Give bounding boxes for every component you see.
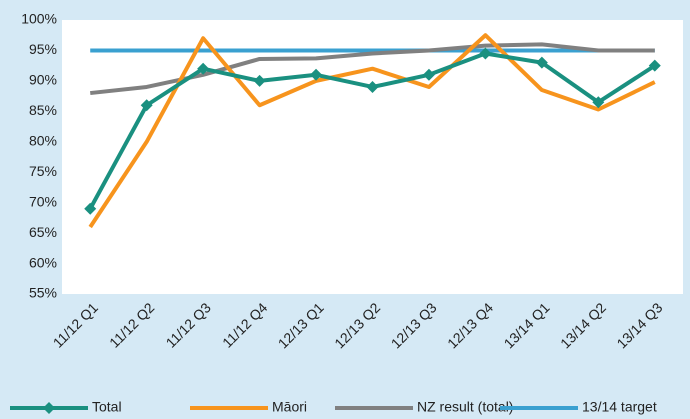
legend-marker [43, 402, 55, 414]
y-tick-label: 70% [29, 193, 57, 209]
marker [592, 96, 605, 109]
y-tick-label: 65% [29, 224, 57, 240]
legend-label: Māori [272, 399, 307, 415]
marker [479, 47, 492, 60]
y-tick-label: 100% [21, 11, 57, 27]
series-line [88, 33, 656, 229]
marker [366, 80, 379, 93]
y-tick-label: 60% [29, 254, 57, 270]
y-tick-label: 80% [29, 132, 57, 148]
y-tick-label: 95% [29, 41, 57, 57]
y-tick-label: 90% [29, 72, 57, 88]
marker [253, 74, 266, 87]
marker [535, 56, 548, 69]
legend-label: 13/14 target [582, 399, 657, 415]
y-tick-label: 75% [29, 163, 57, 179]
marker [84, 202, 97, 215]
marker [197, 62, 210, 75]
legend-label: Total [92, 399, 122, 415]
marker [310, 68, 323, 81]
marker [422, 68, 435, 81]
y-tick-label: 85% [29, 102, 57, 118]
y-tick-label: 55% [29, 285, 57, 301]
plot-area [62, 20, 683, 294]
legend-label: NZ result (total) [417, 399, 513, 415]
marker [648, 59, 661, 72]
marker [140, 99, 153, 112]
